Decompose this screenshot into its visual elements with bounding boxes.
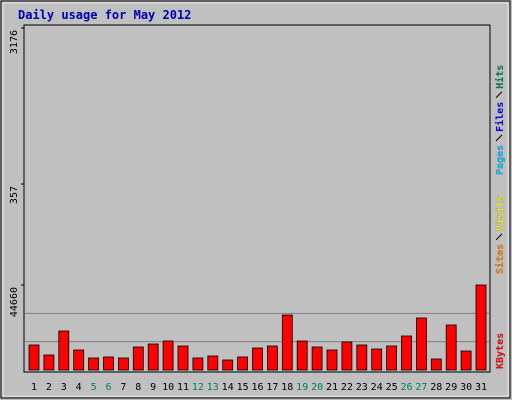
legend-separator: [495, 91, 503, 99]
x-tick-label: 28: [430, 382, 442, 393]
bar: [252, 347, 263, 371]
bar: [415, 317, 427, 371]
bar: [460, 350, 472, 371]
x-tick-label: 25: [386, 382, 398, 393]
x-tick-label: 1: [31, 382, 37, 393]
x-tick-label: 18: [281, 382, 293, 393]
bar: [177, 345, 189, 371]
x-tick-label: 23: [356, 382, 368, 393]
x-tick-label: 5: [91, 382, 97, 393]
bar: [371, 348, 383, 371]
legend-label: Hits: [494, 65, 506, 89]
x-tick-label: 17: [266, 382, 278, 393]
x-tick-label: 4: [76, 382, 82, 393]
bar: [43, 354, 55, 371]
x-tick-label: 6: [105, 382, 111, 393]
y-tick-label: 3176: [9, 30, 20, 54]
x-tick-label: 24: [371, 382, 383, 393]
y-tick-label: 44660: [9, 287, 20, 317]
bar: [28, 344, 40, 371]
x-tick-label: 30: [460, 382, 472, 393]
legend-label: Visits: [494, 195, 506, 231]
x-tick-label: 29: [445, 382, 457, 393]
bar: [103, 356, 114, 371]
bar: [192, 357, 204, 371]
bar: [445, 324, 457, 371]
panel-frame: [23, 24, 491, 373]
bar: [341, 341, 353, 371]
x-tick-label: 11: [177, 382, 189, 393]
x-tick-label: 12: [192, 382, 204, 393]
bevel: [2, 2, 509, 397]
bar: [430, 358, 442, 371]
x-tick-label: 2: [46, 382, 52, 393]
bar: [475, 284, 487, 371]
x-tick-label: 13: [207, 382, 219, 393]
bar: [281, 314, 293, 371]
bar: [73, 349, 85, 371]
bar: [266, 345, 278, 371]
bar: [58, 330, 70, 371]
legend-label: Sites: [494, 244, 506, 274]
bar: [237, 356, 249, 371]
bar: [207, 355, 219, 371]
x-tick-label: 27: [415, 382, 427, 393]
bar: [326, 349, 338, 371]
legend-separator: [495, 233, 503, 241]
legend-label: Pages: [495, 145, 506, 175]
x-tick-label: 22: [341, 382, 353, 393]
x-tick-label: 14: [222, 382, 234, 393]
x-tick-label: 20: [311, 382, 323, 393]
bar: [88, 357, 99, 371]
bar: [118, 357, 129, 371]
bar: [222, 359, 234, 371]
x-tick-label: 31: [475, 382, 487, 393]
x-tick-label: 16: [251, 382, 263, 393]
bar: [296, 340, 308, 371]
x-tick-label: 3: [61, 382, 67, 393]
x-tick-label: 7: [120, 382, 126, 393]
legend-label: KBytes: [495, 333, 506, 369]
bar: [356, 344, 368, 371]
legend-separator: [495, 134, 503, 142]
legend-label: Files: [494, 102, 506, 132]
x-tick-label: 8: [135, 382, 141, 393]
bar: [386, 345, 398, 371]
chart-title: Daily usage for May 2012: [18, 8, 191, 22]
bar: [401, 335, 412, 371]
x-tick-label: 9: [150, 382, 156, 393]
y-tick-label: 357: [9, 186, 20, 204]
x-tick-label: 26: [400, 382, 412, 393]
bar: [147, 343, 159, 371]
bar: [162, 340, 174, 371]
x-tick-label: 15: [237, 382, 249, 393]
bar: [311, 346, 323, 371]
x-tick-label: 21: [326, 382, 338, 393]
x-tick-label: 10: [162, 382, 174, 393]
bar: [132, 346, 144, 371]
x-tick-label: 19: [296, 382, 308, 393]
